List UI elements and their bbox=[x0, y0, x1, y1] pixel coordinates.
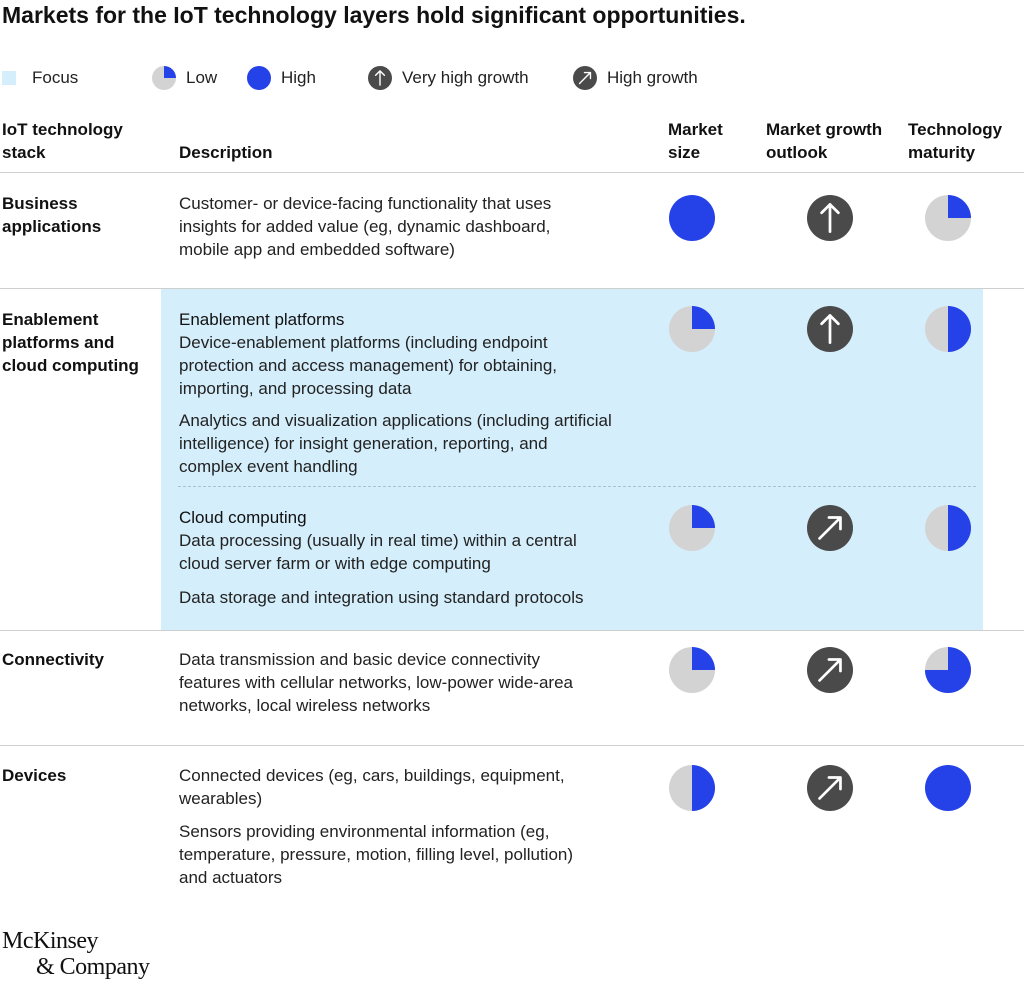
subtitle-enablement-platforms: Enablement platforms bbox=[179, 310, 345, 329]
desc-line: wearables) bbox=[179, 789, 263, 808]
desc-devices-2: Sensors providing environmental informat… bbox=[179, 820, 669, 889]
devices-growth-arrow-icon bbox=[807, 765, 853, 811]
legend-focus-label: Focus bbox=[32, 68, 79, 87]
legend-focus: Focus bbox=[2, 64, 78, 92]
header-market-size-line1: Market bbox=[668, 120, 723, 139]
desc-devices-1: Connected devices (eg, cars, buildings, … bbox=[179, 764, 669, 810]
enablement-platforms-market-size-harvey-ball-icon bbox=[669, 306, 715, 352]
desc-line: Data storage and integration using stand… bbox=[179, 588, 584, 607]
header-maturity-line2: maturity bbox=[908, 143, 976, 162]
logo-line2: & Company bbox=[36, 954, 150, 980]
row-divider bbox=[0, 630, 1024, 631]
cloud-computing-growth-arrow-icon bbox=[807, 505, 853, 551]
arrow-up-right-icon bbox=[573, 66, 597, 90]
connectivity-growth-arrow-icon bbox=[807, 647, 853, 693]
desc-line: networks, local wireless networks bbox=[179, 696, 431, 715]
mckinsey-logo: McKinsey & Company bbox=[2, 928, 150, 980]
header-description: Description bbox=[179, 143, 273, 162]
desc-line: features with cellular networks, low-pow… bbox=[179, 673, 573, 692]
stack-line: applications bbox=[2, 217, 102, 236]
desc-enablement-platforms-2: Analytics and visualization applications… bbox=[179, 409, 679, 478]
cloud-computing-maturity-harvey-ball-icon bbox=[925, 505, 971, 551]
desc-business-applications: Customer- or device-facing functionality… bbox=[179, 192, 669, 261]
desc-line: temperature, pressure, motion, filling l… bbox=[179, 845, 574, 864]
desc-enablement-platforms-1: Device-enablement platforms (including e… bbox=[179, 331, 669, 400]
stack-connectivity: Connectivity bbox=[2, 648, 162, 671]
desc-cloud-computing-2: Data storage and integration using stand… bbox=[179, 586, 669, 609]
desc-line: and actuators bbox=[179, 868, 283, 887]
legend-high-growth: High growth bbox=[573, 64, 698, 92]
header-stack: IoT technology stack bbox=[2, 118, 123, 164]
stack-line: Enablement bbox=[2, 310, 99, 329]
subtitle-cloud-computing: Cloud computing bbox=[179, 508, 307, 527]
desc-line: complex event handling bbox=[179, 457, 358, 476]
desc-cloud-computing-1: Data processing (usually in real time) w… bbox=[179, 529, 669, 575]
business-applications-maturity-harvey-ball-icon bbox=[925, 195, 971, 241]
stack-line: platforms and bbox=[2, 333, 115, 352]
desc-line: Sensors providing environmental informat… bbox=[179, 822, 550, 841]
row-divider bbox=[0, 745, 1024, 746]
stack-line: Devices bbox=[2, 766, 67, 785]
business-applications-growth-arrow-icon bbox=[807, 195, 853, 241]
desc-connectivity: Data transmission and basic device conne… bbox=[179, 648, 669, 717]
arrow-up-icon bbox=[368, 66, 392, 90]
devices-market-size-harvey-ball-icon bbox=[669, 765, 715, 811]
desc-line: insights for added value (eg, dynamic da… bbox=[179, 217, 551, 236]
stack-line: Connectivity bbox=[2, 650, 105, 669]
header-market-size-line2: size bbox=[668, 143, 701, 162]
row-divider bbox=[0, 288, 1024, 289]
stack-line: Business bbox=[2, 194, 78, 213]
stack-enablement-cloud: Enablement platforms and cloud computing bbox=[2, 308, 162, 377]
desc-line: Data transmission and basic device conne… bbox=[179, 650, 540, 669]
header-stack-line1: IoT technology bbox=[2, 120, 123, 139]
row-divider bbox=[0, 172, 1024, 173]
high-harvey-ball-icon bbox=[247, 66, 271, 90]
subrow-divider bbox=[178, 486, 976, 487]
header-growth-line1: Market growth bbox=[766, 120, 883, 139]
desc-line: Customer- or device-facing functionality… bbox=[179, 194, 552, 213]
header-maturity: Technology maturity bbox=[908, 118, 1002, 164]
legend-low: Low bbox=[152, 64, 217, 92]
low-harvey-ball-icon bbox=[152, 66, 176, 90]
header-maturity-line1: Technology bbox=[908, 120, 1003, 139]
cloud-computing-market-size-harvey-ball-icon bbox=[669, 505, 715, 551]
desc-line: Data processing (usually in real time) w… bbox=[179, 531, 577, 550]
chart-title: Markets for the IoT technology layers ho… bbox=[2, 2, 746, 28]
desc-line: Analytics and visualization applications… bbox=[179, 411, 612, 430]
desc-line: mobile app and embedded software) bbox=[179, 240, 455, 259]
focus-band bbox=[161, 289, 983, 630]
desc-line: intelligence) for insight generation, re… bbox=[179, 434, 548, 453]
enablement-platforms-growth-arrow-icon bbox=[807, 306, 853, 352]
devices-maturity-harvey-ball-icon bbox=[925, 765, 971, 811]
header-stack-line2: stack bbox=[2, 143, 46, 162]
connectivity-market-size-harvey-ball-icon bbox=[669, 647, 715, 693]
desc-line: importing, and processing data bbox=[179, 379, 412, 398]
header-market-size: Market size bbox=[668, 118, 723, 164]
legend-very-high-growth: Very high growth bbox=[368, 64, 529, 92]
connectivity-maturity-harvey-ball-icon bbox=[925, 647, 971, 693]
legend-low-label: Low bbox=[186, 68, 218, 87]
header-growth: Market growth outlook bbox=[766, 118, 882, 164]
legend-high-growth-label: High growth bbox=[607, 68, 698, 87]
desc-line: Device-enablement platforms (including e… bbox=[179, 333, 548, 352]
legend-high-label: High bbox=[281, 68, 316, 87]
desc-line: Connected devices (eg, cars, buildings, … bbox=[179, 766, 565, 785]
header-growth-line2: outlook bbox=[766, 143, 828, 162]
desc-line: cloud server farm or with edge computing bbox=[179, 554, 491, 573]
business-applications-market-size-harvey-ball-icon bbox=[669, 195, 715, 241]
legend-high: High bbox=[247, 64, 316, 92]
logo-line1: McKinsey bbox=[2, 928, 98, 954]
stack-business-applications: Business applications bbox=[2, 192, 162, 238]
desc-line: protection and access management) for ob… bbox=[179, 356, 558, 375]
stack-line: cloud computing bbox=[2, 356, 139, 375]
legend-very-high-growth-label: Very high growth bbox=[402, 68, 529, 87]
stack-devices: Devices bbox=[2, 764, 162, 787]
focus-swatch bbox=[2, 71, 16, 85]
enablement-platforms-maturity-harvey-ball-icon bbox=[925, 306, 971, 352]
